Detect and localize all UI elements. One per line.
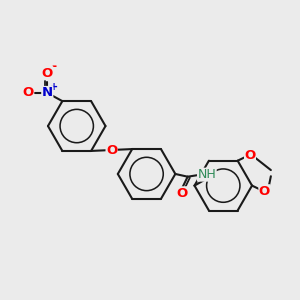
Text: +: + [50, 82, 58, 92]
Text: O: O [177, 187, 188, 200]
Text: NH: NH [197, 168, 216, 181]
Text: -: - [52, 60, 57, 74]
Text: O: O [42, 67, 53, 80]
Text: O: O [106, 143, 117, 157]
Text: O: O [259, 184, 270, 198]
Text: O: O [22, 86, 34, 99]
Text: N: N [42, 86, 53, 99]
Text: O: O [244, 149, 256, 162]
